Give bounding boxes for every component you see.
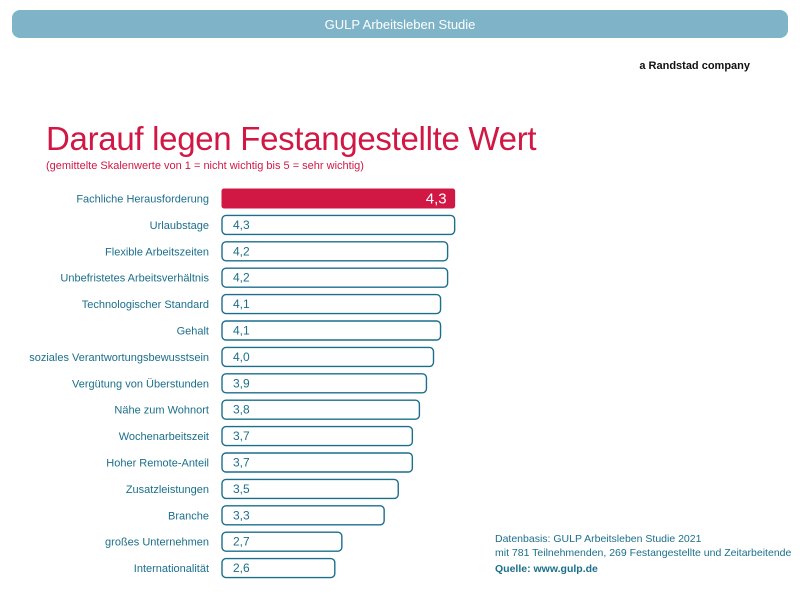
category-label: soziales Verantwortungsbewusstsein: [29, 352, 209, 364]
category-label: Fachliche Herausforderung: [76, 194, 209, 206]
bar: [221, 452, 414, 473]
category-label: Flexible Arbeitszeiten: [105, 246, 209, 258]
chart-subtitle: (gemittelte Skalenwerte von 1 = nicht wi…: [46, 160, 364, 172]
category-label: Unbefristetes Arbeitsverhältnis: [60, 273, 209, 285]
value-label: 3,5: [233, 482, 250, 496]
footnote-source: Quelle: www.gulp.de: [495, 563, 598, 575]
bar: [221, 293, 442, 315]
value-label: 3,9: [233, 376, 250, 390]
value-label: 2,6: [233, 561, 250, 575]
category-label: Hoher Remote-Anteil: [106, 458, 209, 470]
header-bar: GULP Arbeitsleben Studie: [12, 10, 788, 38]
value-label: 4,2: [233, 271, 250, 285]
bar: [221, 531, 343, 552]
footnote-participants: mit 781 Teilnehmenden, 269 Festangestell…: [495, 547, 792, 559]
value-label: 4,1: [233, 297, 250, 311]
highlighted-bar: [221, 188, 456, 209]
value-label: 4,3: [426, 191, 447, 208]
brand-tagline: a Randstad company: [639, 60, 750, 72]
bar: [221, 241, 449, 262]
value-label: 3,7: [233, 429, 250, 443]
value-label: 4,0: [233, 350, 250, 364]
footnote-data-basis: Datenbasis: GULP Arbeitsleben Studie 202…: [495, 533, 702, 545]
bar: [221, 346, 435, 368]
bar: [221, 478, 399, 500]
category-label: Branche: [168, 510, 209, 522]
bar: [221, 373, 428, 394]
category-label: Zusatzleistungen: [126, 484, 209, 496]
category-label: Gehalt: [177, 326, 209, 338]
value-label: 4,2: [233, 244, 250, 258]
category-label: Vergütung von Überstunden: [72, 378, 209, 390]
chart-title: Darauf legen Festangestellte Wert: [46, 120, 537, 157]
bar: [221, 505, 385, 526]
bar: [221, 214, 456, 236]
value-label: 3,3: [233, 508, 250, 522]
category-label: Technologischer Standard: [82, 299, 209, 311]
category-label: Nähe zum Wohnort: [114, 405, 209, 417]
category-label: Wochenarbeitszeit: [119, 431, 209, 443]
bar: [221, 267, 449, 288]
category-label: Urlaubstage: [150, 220, 209, 232]
bar: [221, 399, 421, 420]
header-title: GULP Arbeitsleben Studie: [324, 16, 476, 32]
bar: [221, 320, 442, 341]
category-label: großes Unternehmen: [105, 537, 209, 549]
value-label: 4,3: [233, 218, 250, 232]
footnote: Datenbasis: GULP Arbeitsleben Studie 202…: [495, 532, 791, 576]
value-label: 2,7: [233, 535, 250, 549]
category-label: Internationalität: [134, 563, 209, 575]
bar: [221, 557, 336, 579]
value-label: 3,7: [233, 456, 250, 470]
value-label: 4,1: [233, 324, 250, 338]
value-label: 3,8: [233, 403, 250, 417]
bar: [221, 425, 414, 447]
